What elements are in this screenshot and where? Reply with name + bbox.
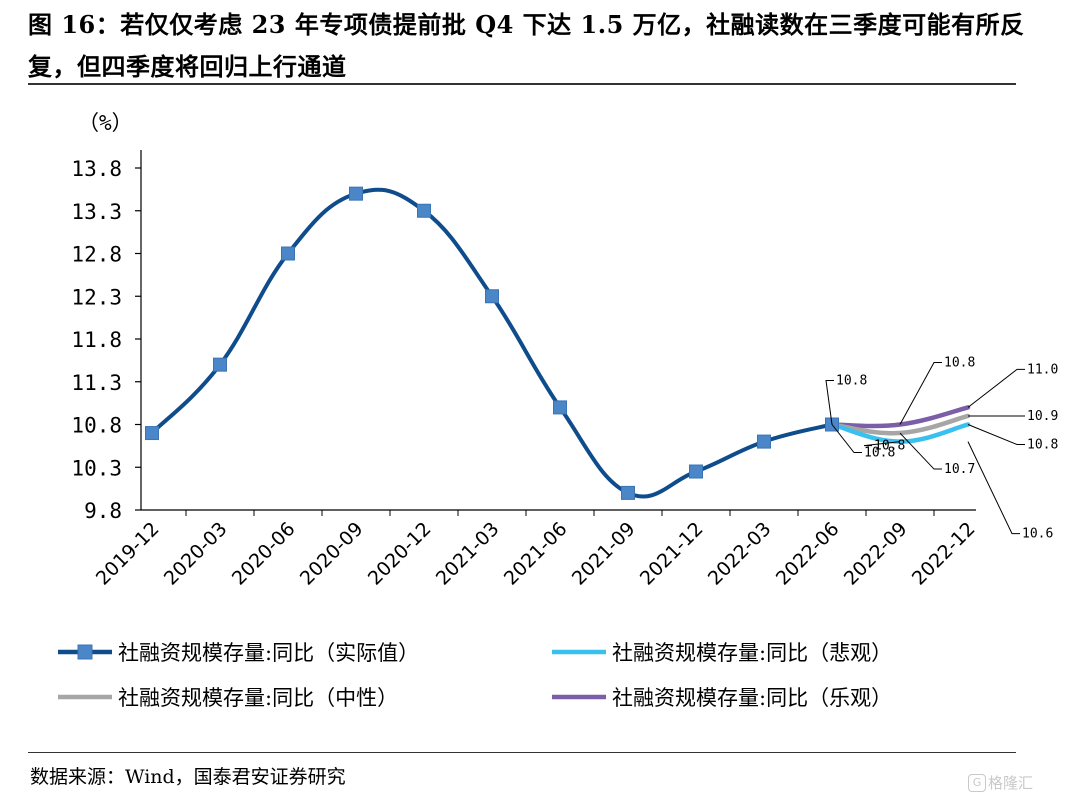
- y-axis-unit-label: （%）: [78, 111, 133, 135]
- data-point-marker: [281, 246, 295, 261]
- annotation-leader: [967, 441, 1020, 535]
- legend-label-0: 社融资规模存量:同比（实际值）: [118, 641, 419, 665]
- chart-title: 图 16：若仅仅考虑 23 年专项债提前批 Q4 下达 1.5 万亿，社融读数在…: [28, 10, 1025, 81]
- y-axis: （%） 13.8 13.3 12.8 12.3 11.8 11.3 10.8 10.3 9.8: [71, 111, 142, 523]
- x-tick-label: 2022-12: [908, 518, 980, 590]
- series-markers: [145, 186, 839, 500]
- annotation-leader: [899, 362, 942, 425]
- annotation-label: 10.8: [864, 446, 895, 461]
- watermark-logo-icon: G: [968, 773, 986, 792]
- annotation-label: 10.9: [1027, 409, 1058, 424]
- annotation-leader: [899, 432, 942, 470]
- x-tick-label: 2021-06: [500, 518, 572, 590]
- y-tick-label: 11.8: [71, 328, 122, 352]
- x-tick-label: 2022-09: [840, 518, 912, 590]
- legend-marker: [77, 644, 93, 660]
- y-tick-label: 9.8: [84, 499, 122, 523]
- source-note: 数据来源：Wind，国泰君安证券研究: [30, 766, 346, 788]
- data-point-marker: [757, 434, 771, 449]
- annotation-label: 10.7: [944, 462, 975, 477]
- data-annotations: 10.810.810.810.810.710.611.010.910.8: [825, 356, 1058, 542]
- annotation-label: 10.8: [1027, 438, 1058, 453]
- series-line-0: [150, 187, 834, 499]
- line-chart: （%） 13.8 13.3 12.8 12.3 11.8 11.3 10.8 10.3 9.8 2…: [58, 111, 1058, 710]
- y-tick-label: 11.3: [71, 371, 122, 395]
- legend-label-1: 社融资规模存量:同比（悲观）: [612, 641, 892, 665]
- y-tick-label: 12.8: [71, 243, 122, 267]
- y-tick-label: 10.3: [71, 456, 122, 480]
- data-point-marker: [621, 485, 635, 500]
- y-tick-label: 13.3: [71, 200, 122, 224]
- x-tick-label: 2022-06: [772, 518, 844, 590]
- data-point-marker: [689, 464, 703, 479]
- annotation-label: 10.8: [874, 439, 905, 454]
- x-tick-label: 2021-12: [636, 518, 708, 590]
- x-tick-label: 2021-09: [568, 518, 640, 590]
- annotation-leader: [863, 441, 901, 447]
- y-tick-label: 12.3: [71, 285, 122, 309]
- x-tick-label: 2020-12: [364, 518, 436, 590]
- data-point-marker: [485, 289, 499, 304]
- footer-divider: [28, 752, 1016, 753]
- x-tick-label: 2019-12: [92, 518, 164, 590]
- data-point-marker: [349, 186, 363, 201]
- series-lines: [150, 187, 971, 499]
- x-tick-label: 2020-03: [160, 518, 232, 590]
- y-tick-label: 13.8: [71, 157, 122, 181]
- annotation-label: 10.8: [944, 356, 975, 371]
- data-point-marker: [417, 203, 431, 218]
- x-axis: 2019-122020-032020-062020-092020-122021-…: [92, 509, 980, 590]
- y-tick-label: 10.8: [71, 414, 122, 438]
- legend-label-3: 社融资规模存量:同比（乐观）: [612, 686, 892, 710]
- data-point-marker: [213, 357, 227, 372]
- annotation-leader: [967, 368, 1025, 408]
- annotation-label: 10.6: [1022, 527, 1053, 542]
- legend: 社融资规模存量:同比（实际值） 社融资规模存量:同比（悲观） 社融资规模存量:同比（…: [58, 641, 892, 710]
- annotation-label: 11.0: [1027, 362, 1058, 377]
- x-tick-label: 2020-06: [228, 518, 300, 590]
- title-divider: [28, 83, 1016, 85]
- watermark-text: 格隆汇: [988, 774, 1034, 792]
- x-tick-label: 2022-03: [704, 518, 776, 590]
- annotation-leader: [831, 424, 862, 453]
- data-point-marker: [553, 400, 567, 415]
- x-tick-label: 2021-03: [432, 518, 504, 590]
- data-point-marker: [145, 426, 159, 441]
- annotation-label: 10.8: [836, 374, 867, 389]
- annotation-leader: [967, 424, 1025, 445]
- x-tick-label: 2020-09: [296, 518, 368, 590]
- annotation-leader: [825, 380, 834, 425]
- legend-label-2: 社融资规模存量:同比（中性）: [118, 686, 398, 710]
- watermark: G 格隆汇: [968, 772, 1033, 793]
